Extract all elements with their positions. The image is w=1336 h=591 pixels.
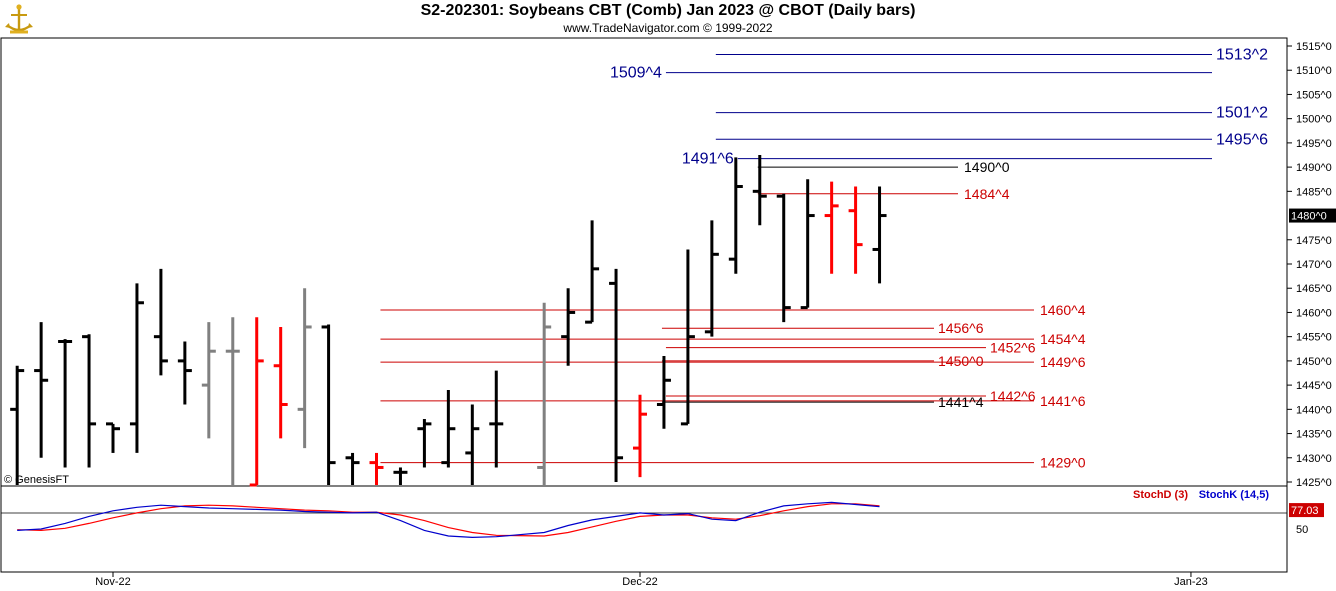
price-tick-label: 1425^0: [1296, 477, 1332, 489]
support-resistance-levels: 1513^2 1509^4 1501^2 1495^6 1491^6 1490^0 1484…: [380, 46, 1268, 471]
date-axis: Nov-22 Dec-22 Jan-23: [95, 572, 1208, 588]
legend-stochd: StochD (3): [1133, 489, 1188, 501]
level-label: 1490^0: [964, 159, 1010, 175]
price-tick-label: 1450^0: [1296, 356, 1332, 368]
price-tick-label: 1430^0: [1296, 453, 1332, 465]
stochastic-line: [17, 501, 880, 539]
trade-navigator-logo-icon: [5, 4, 33, 34]
level-label: 1501^2: [1216, 105, 1268, 122]
price-tick-label: 1445^0: [1296, 380, 1332, 392]
price-tick-label: 1455^0: [1296, 332, 1332, 344]
date-label: Dec-22: [622, 576, 657, 588]
price-tick-label: 1475^0: [1296, 235, 1332, 247]
level-label: 1460^4: [1040, 302, 1086, 318]
date-label: Nov-22: [95, 576, 130, 588]
level-label: 1449^6: [1040, 354, 1086, 370]
level-label: 1484^4: [964, 186, 1010, 202]
price-tick-label: 1435^0: [1296, 429, 1332, 441]
chart-title: S2-202301: Soybeans CBT (Comb) Jan 2023 …: [420, 2, 916, 19]
level-label: 1491^6: [682, 151, 734, 168]
level-label: 1513^2: [1216, 46, 1268, 63]
level-label: 1429^0: [1040, 455, 1086, 471]
stochastic-panel-border: [0, 485, 1288, 573]
price-axis: 1515^0 1510^0 1505^0 1500^0 1495^0 1490^0 1485…: [1287, 41, 1336, 489]
price-tick-label: 1460^0: [1296, 307, 1332, 319]
last-price-box: [1289, 208, 1336, 223]
stoch-last-box: [1289, 503, 1324, 518]
legend-stochk: StochK (14,5): [1199, 489, 1270, 501]
chart-subtitle: www.TradeNavigator.com © 1999-2022: [563, 21, 773, 35]
level-label: 1509^4: [610, 65, 662, 82]
stochastic-legend: StochD (3) StochK (14,5): [1133, 489, 1269, 501]
date-label: Jan-23: [1174, 576, 1208, 588]
price-tick-label: 1510^0: [1296, 65, 1332, 77]
price-panel-border: [0, 37, 1288, 487]
level-label: 1456^6: [938, 320, 984, 336]
price-tick-label: 1485^0: [1296, 186, 1332, 198]
price-tick-label: 1440^0: [1296, 404, 1332, 416]
price-tick-label: 1495^0: [1296, 138, 1332, 150]
stoch-last-label: 77.03: [1291, 505, 1319, 517]
level-label: 1452^6: [990, 340, 1036, 356]
stochastic-panel: 50 77.03: [17, 501, 1324, 539]
stoch-tick-label: 50: [1296, 524, 1308, 536]
frame: [0, 37, 1288, 573]
level-label: 1441^6: [1040, 393, 1086, 409]
price-tick-label: 1500^0: [1296, 114, 1332, 126]
price-tick-label: 1515^0: [1296, 41, 1332, 53]
price-tick-label: 1505^0: [1296, 89, 1332, 101]
price-tick-label: 1470^0: [1296, 259, 1332, 271]
level-label: 1450^0: [938, 353, 984, 369]
price-bars: [10, 155, 887, 487]
copyright-label: © GenesisFT: [4, 474, 69, 486]
price-tick-label: 1490^0: [1296, 162, 1332, 174]
level-label: 1454^4: [1040, 331, 1086, 347]
price-tick-label: 1465^0: [1296, 283, 1332, 295]
level-label: 1442^6: [990, 388, 1036, 404]
level-label: 1441^4: [938, 394, 984, 410]
stochastic-line: [17, 503, 880, 537]
last-price-label: 1480^0: [1291, 211, 1327, 223]
level-label: 1495^6: [1216, 131, 1268, 148]
